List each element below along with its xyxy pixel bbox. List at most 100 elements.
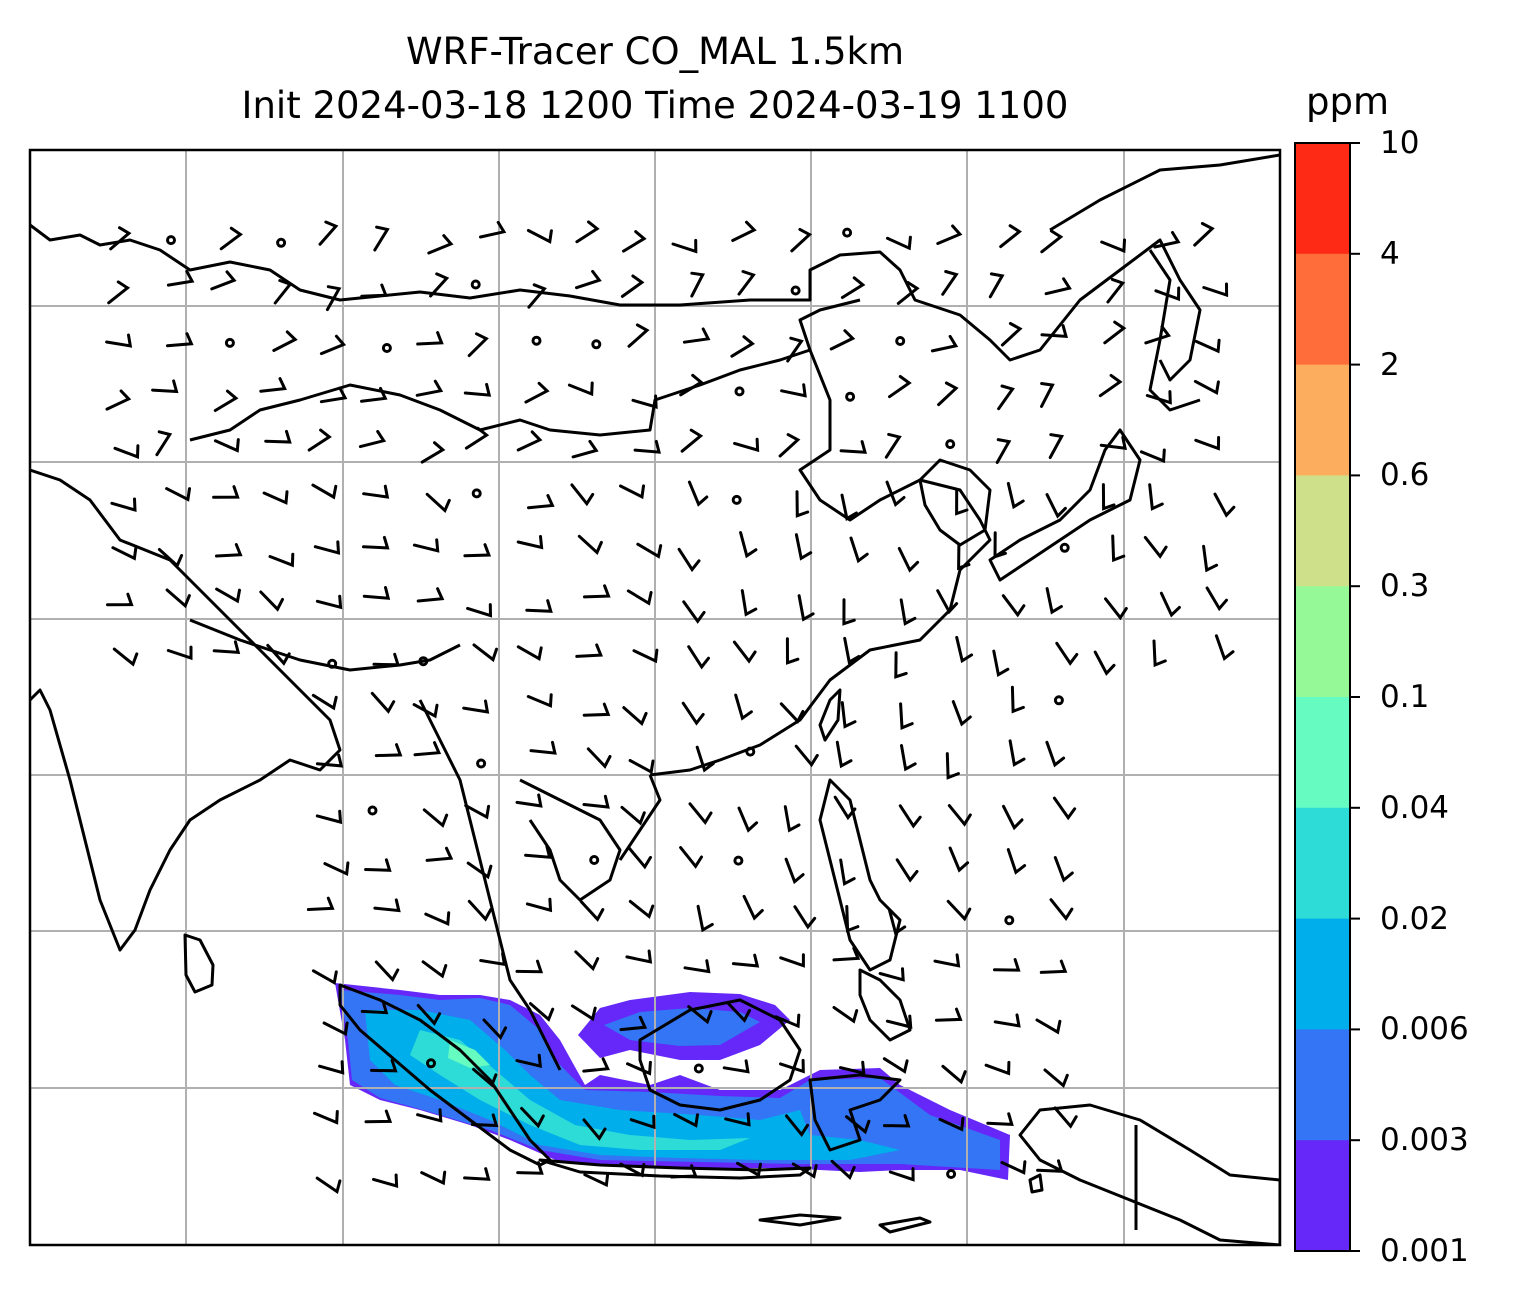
wind-barb	[626, 589, 653, 606]
wind-barb	[1039, 959, 1068, 974]
wind-barb	[1202, 544, 1219, 573]
wind-barb	[107, 280, 131, 305]
wind-barb	[463, 1167, 491, 1181]
wind-barb	[515, 1053, 543, 1069]
wind-barb	[113, 444, 140, 459]
calm-wind-marker	[1004, 915, 1015, 926]
calm-wind-marker	[381, 343, 392, 353]
wind-barb	[722, 1059, 750, 1074]
wind-barb	[839, 440, 867, 454]
wind-barb	[374, 960, 400, 983]
wind-barb	[731, 953, 760, 968]
wind-barb	[951, 700, 972, 727]
wind-barb	[682, 327, 711, 344]
wind-barb	[479, 220, 507, 239]
wind-barb	[1139, 448, 1166, 464]
wind-barb	[673, 1112, 699, 1128]
wind-barb	[731, 220, 757, 242]
wind-barb	[215, 543, 243, 558]
coastlines	[30, 153, 1280, 1245]
calm-wind-marker	[591, 339, 602, 350]
wind-barb	[112, 647, 139, 667]
wind-barb	[516, 1161, 544, 1175]
wind-barb	[1040, 382, 1055, 408]
wind-barb	[105, 389, 132, 411]
colorbar-tick-label: 10	[1380, 125, 1420, 161]
wind-barb	[516, 645, 543, 662]
wind-barb	[318, 220, 339, 246]
wind-barb	[422, 808, 449, 828]
wind-barb	[106, 592, 134, 607]
wind-barb	[526, 693, 553, 708]
wind-barb	[166, 332, 194, 348]
wind-barb	[466, 861, 493, 880]
wind-barb	[737, 270, 756, 296]
wind-barb	[470, 1113, 499, 1128]
map-frame	[28, 148, 1282, 1247]
calm-wind-marker	[842, 227, 853, 238]
wind-barb	[467, 899, 493, 922]
wind-barb	[840, 276, 866, 299]
wind-barb	[885, 1014, 913, 1029]
colorbar-tick-label: 0.001	[1380, 1233, 1469, 1269]
wind-barb	[1052, 796, 1077, 821]
wind-barb	[1045, 587, 1063, 615]
wind-barb	[479, 952, 507, 967]
wind-barb	[315, 809, 343, 825]
wind-barb	[364, 1109, 393, 1124]
wind-barb	[993, 531, 1007, 559]
wind-barb	[583, 584, 611, 599]
wind-barb	[785, 1114, 809, 1138]
calm-wind-marker	[734, 386, 745, 397]
wind-barb	[688, 802, 713, 825]
colorbar-tick-label: 0.1	[1380, 679, 1430, 715]
wind-barb	[999, 224, 1022, 249]
colorbar-tick-label: 0.003	[1380, 1122, 1469, 1159]
wind-barb	[737, 806, 759, 833]
wind-barb	[946, 899, 972, 922]
wind-barb	[936, 589, 959, 615]
wind-barb	[516, 430, 543, 452]
wind-barb	[427, 234, 454, 255]
colorbar-tick-label: 2	[1380, 346, 1400, 383]
wind-barb	[696, 904, 714, 933]
calm-wind-marker	[589, 855, 600, 865]
wind-barb	[420, 441, 446, 464]
wind-barb	[466, 603, 493, 618]
calm-wind-marker	[693, 1063, 704, 1074]
wind-barb	[273, 279, 293, 305]
wind-barb	[416, 1004, 442, 1026]
calm-wind-marker	[367, 805, 378, 816]
wind-barb	[516, 535, 544, 550]
colorbar-segment	[1295, 807, 1350, 920]
wind-barb	[1049, 898, 1074, 921]
calm-wind-marker	[531, 335, 542, 346]
wind-barb	[783, 805, 801, 833]
wind-barb	[1048, 433, 1065, 459]
colorbar-segment	[1295, 143, 1350, 255]
wind-barb	[899, 598, 917, 626]
wind-barb	[372, 652, 401, 667]
wind-barb	[1193, 222, 1215, 247]
wind-barb	[515, 793, 543, 808]
wind-barb	[463, 543, 492, 558]
calm-wind-marker	[845, 391, 856, 402]
calm-wind-marker	[731, 494, 742, 505]
wind-barb	[742, 894, 764, 921]
wind-barb	[570, 1004, 597, 1022]
colorbar-segment	[1295, 918, 1350, 1030]
wind-barb	[1035, 1018, 1062, 1035]
wind-barb	[888, 1167, 915, 1182]
wind-barb	[933, 953, 961, 968]
wind-barb	[416, 587, 445, 603]
wind-barb	[829, 329, 856, 351]
wind-barb	[937, 381, 959, 407]
wind-barb	[993, 1013, 1021, 1028]
wind-barb	[948, 846, 970, 873]
wind-barb	[730, 335, 755, 358]
wind-barb	[840, 493, 858, 521]
calm-wind-marker	[276, 237, 287, 248]
wind-barb	[797, 594, 815, 622]
wind-barb	[313, 1110, 339, 1125]
wind-barb	[110, 497, 137, 513]
